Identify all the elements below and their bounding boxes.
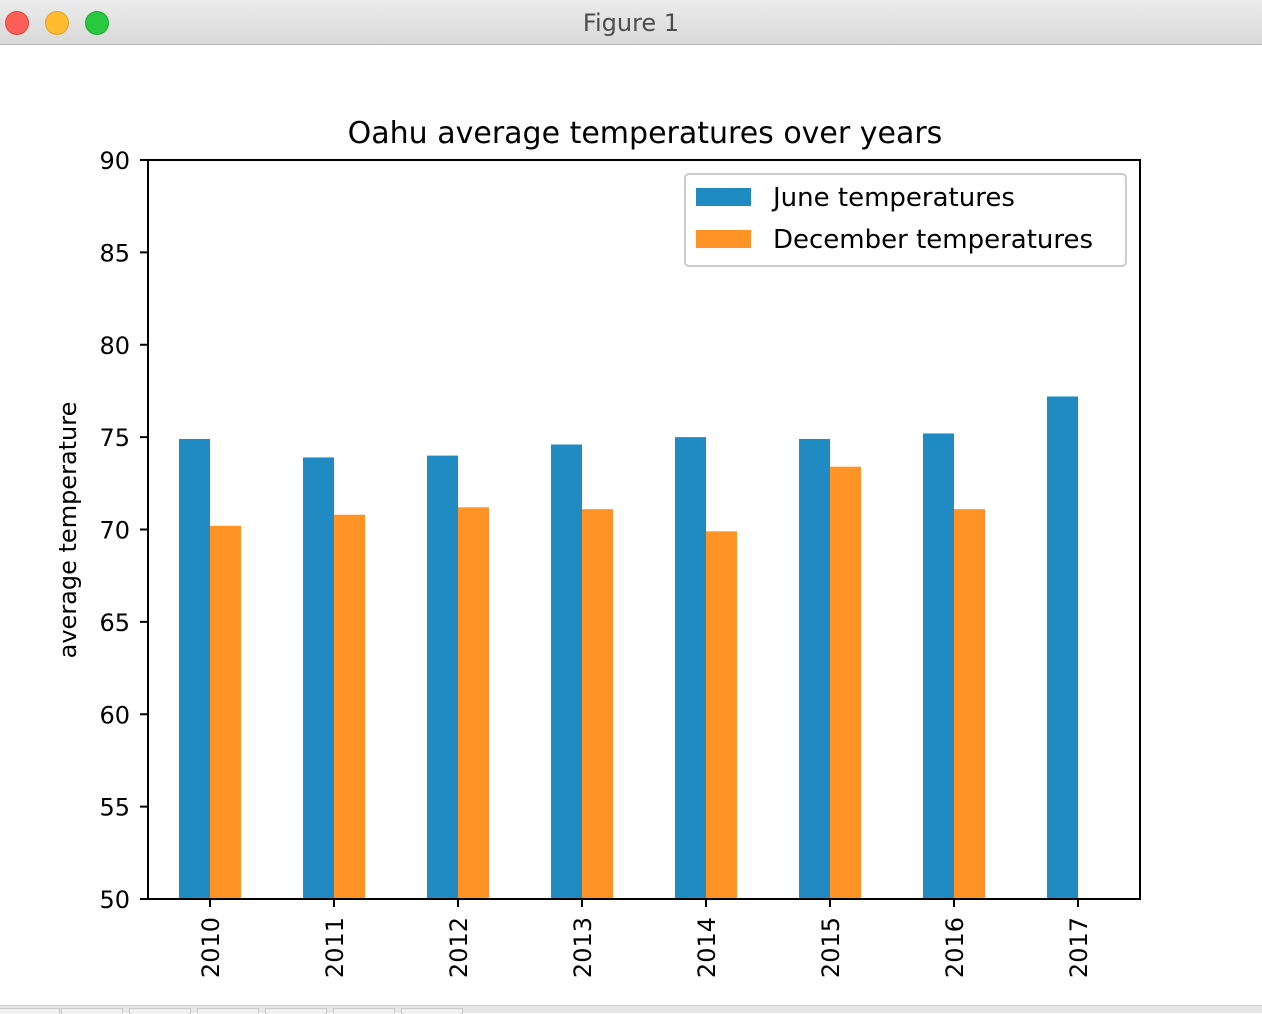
bar-june-2015 bbox=[799, 438, 830, 899]
toolbar-tab[interactable] bbox=[0, 1008, 60, 1014]
zoom-window-icon[interactable] bbox=[85, 11, 109, 35]
toolbar-tab[interactable] bbox=[129, 1008, 191, 1014]
x-tick-label: 2012 bbox=[445, 917, 473, 978]
bar-june-2016 bbox=[923, 433, 954, 899]
bar-june-2013 bbox=[551, 444, 582, 899]
y-tick-label: 65 bbox=[99, 609, 130, 637]
toolbar-tab[interactable] bbox=[333, 1008, 395, 1014]
y-tick-label: 75 bbox=[99, 424, 130, 452]
legend: June temperatures December temperatures bbox=[684, 173, 1127, 267]
bars-group bbox=[179, 396, 1078, 899]
x-tick-label: 2017 bbox=[1065, 917, 1093, 978]
chart-title: Oahu average temperatures over years bbox=[348, 116, 943, 151]
bar-december-2015 bbox=[830, 466, 861, 899]
legend-box bbox=[684, 173, 1127, 267]
bar-december-2010 bbox=[210, 525, 241, 899]
window-title: Figure 1 bbox=[582, 9, 680, 37]
toolbar-tab[interactable] bbox=[197, 1008, 259, 1014]
legend-label-june: June temperatures bbox=[771, 183, 1015, 213]
y-tick-label: 50 bbox=[99, 886, 130, 914]
plot-frame bbox=[147, 159, 1141, 900]
bar-june-2014 bbox=[675, 437, 706, 899]
bar-june-2010 bbox=[179, 438, 210, 899]
legend-label-december: December temperatures bbox=[773, 225, 1093, 255]
bar-june-2011 bbox=[303, 457, 334, 899]
bar-december-2013 bbox=[582, 509, 613, 899]
minimize-window-icon[interactable] bbox=[45, 11, 69, 35]
toolbar-tab[interactable] bbox=[61, 1008, 123, 1014]
y-axis-label: average temperature bbox=[54, 402, 82, 659]
bar-june-2012 bbox=[427, 455, 458, 899]
toolbar-strip bbox=[0, 1005, 1262, 1014]
x-tick-label: 2015 bbox=[817, 917, 845, 978]
y-tick-label: 85 bbox=[99, 239, 130, 267]
legend-swatch-december bbox=[696, 230, 751, 248]
bar-december-2011 bbox=[334, 514, 365, 899]
bar-june-2017 bbox=[1047, 396, 1078, 899]
y-tick-label: 60 bbox=[99, 701, 130, 729]
figure-canvas: Oahu average temperatures over years 50 5… bbox=[0, 45, 1262, 1005]
bar-december-2014 bbox=[706, 531, 737, 899]
x-tick-label: 2010 bbox=[197, 917, 225, 978]
bar-chart: Oahu average temperatures over years 505… bbox=[54, 116, 1141, 978]
x-tick-label: 2016 bbox=[941, 917, 969, 978]
toolbar-tab[interactable] bbox=[401, 1008, 463, 1014]
toolbar-tab[interactable] bbox=[265, 1008, 327, 1014]
x-tick-label: 2014 bbox=[693, 917, 721, 978]
legend-swatch-june bbox=[696, 188, 751, 206]
x-tick-label: 2013 bbox=[569, 917, 597, 978]
x-axis: 2010 2011 2012 2013 2014 2015 2016 2017 bbox=[197, 899, 1093, 978]
bar-december-2016 bbox=[954, 509, 985, 899]
y-tick-label: 90 bbox=[99, 147, 130, 175]
title-bar[interactable]: Figure 1 bbox=[0, 0, 1262, 45]
bar-december-2012 bbox=[458, 507, 489, 899]
y-axis: 50 55 60 65 70 75 80 85 90 bbox=[99, 147, 148, 914]
y-tick-label: 70 bbox=[99, 517, 130, 545]
x-tick-label: 2011 bbox=[321, 917, 349, 978]
y-tick-label: 80 bbox=[99, 332, 130, 360]
close-window-icon[interactable] bbox=[5, 11, 29, 35]
y-tick-label: 55 bbox=[99, 794, 130, 822]
